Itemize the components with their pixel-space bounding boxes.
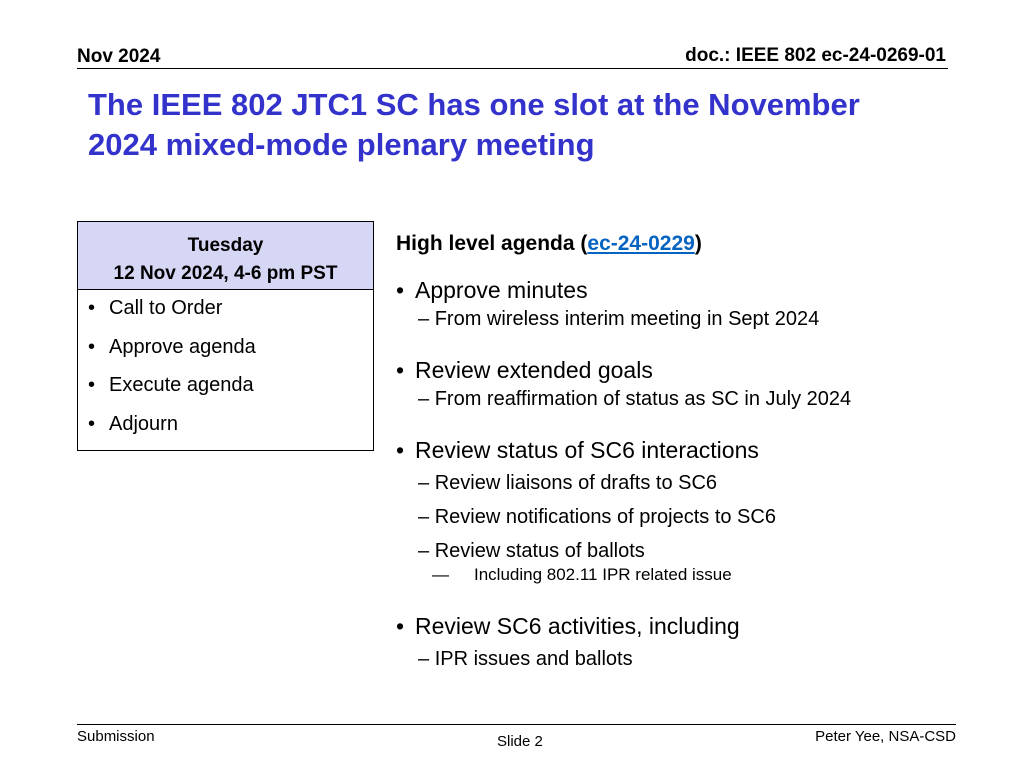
footer-author: Peter Yee, NSA-CSD bbox=[815, 728, 956, 745]
header-doc-id: doc.: IEEE 802 ec-24-0269-01 bbox=[685, 45, 946, 66]
agenda-heading: High level agenda (ec-24-0229) bbox=[396, 228, 996, 260]
footer-submission: Submission bbox=[77, 728, 155, 745]
agenda-item-sc6-interactions: • Review status of SC6 interactions bbox=[396, 434, 996, 466]
agenda-subitem: – From wireless interim meeting in Sept … bbox=[418, 308, 820, 330]
bullet-icon: • bbox=[88, 335, 96, 358]
session-datetime: 12 Nov 2024, 4-6 pm PST bbox=[113, 263, 338, 284]
slide-title-line-1: The IEEE 802 JTC1 SC has one slot at the… bbox=[88, 87, 860, 122]
session-item-label: Execute agenda bbox=[109, 374, 254, 396]
footer-divider bbox=[77, 724, 956, 725]
bullet-icon: • bbox=[396, 277, 405, 303]
bullet-icon: • bbox=[396, 613, 405, 639]
session-item: • Adjourn bbox=[88, 412, 373, 436]
agenda-subitem-label: From wireless interim meeting in Sept 20… bbox=[434, 308, 820, 330]
session-table-header: Tuesday 12 Nov 2024, 4-6 pm PST bbox=[78, 222, 373, 290]
bullet-icon: • bbox=[88, 297, 96, 319]
bullet-icon: • bbox=[396, 357, 405, 383]
agenda-item-approve-minutes: • Approve minutes bbox=[396, 274, 996, 306]
session-item-label: Approve agenda bbox=[109, 335, 256, 358]
session-table-body: • Call to Order • Approve agenda • Execute … bbox=[78, 290, 373, 436]
agenda-subitem-label: Review status of ballots bbox=[434, 540, 645, 562]
header-date: Nov 2024 bbox=[77, 46, 161, 67]
agenda-subitem: – IPR issues and ballots bbox=[418, 648, 633, 670]
agenda-subitem-label: Review notifications of projects to SC6 bbox=[434, 506, 776, 528]
session-item-label: Call to Order bbox=[109, 297, 223, 319]
agenda-heading-suffix: ) bbox=[694, 232, 702, 255]
agenda-subitem: – From reaffirmation of status as SC in … bbox=[418, 388, 852, 410]
agenda-subsubitem-label: Including 802.11 IPR related issue bbox=[474, 565, 732, 584]
agenda-item-label: Review status of SC6 interactions bbox=[415, 437, 759, 463]
agenda-heading-prefix: High level agenda ( bbox=[396, 232, 588, 255]
agenda-item-label: Approve minutes bbox=[415, 277, 588, 303]
session-item: • Call to Order bbox=[88, 296, 373, 320]
dash-icon: — bbox=[432, 565, 449, 584]
agenda-subitem: – Review status of ballots bbox=[418, 540, 645, 562]
agenda-item-review-goals: • Review extended goals bbox=[396, 354, 996, 386]
agenda-subitem: – Review liaisons of drafts to SC6 bbox=[418, 472, 718, 494]
slide-title-line-2: 2024 mixed-mode plenary meeting bbox=[88, 127, 595, 162]
agenda-item-label: Review SC6 activities, including bbox=[415, 613, 740, 639]
bullet-icon: • bbox=[88, 374, 96, 396]
bullet-icon: • bbox=[88, 412, 96, 435]
session-table: Tuesday 12 Nov 2024, 4-6 pm PST • Call to… bbox=[77, 221, 374, 451]
agenda-subsubitem: — Including 802.11 IPR related issue bbox=[396, 564, 996, 586]
session-day: Tuesday bbox=[187, 235, 264, 256]
slide-title: The IEEE 802 JTC1 SC has one slot at the… bbox=[88, 85, 968, 165]
session-item: • Execute agenda bbox=[88, 373, 373, 397]
footer-slide-number: Slide 2 bbox=[497, 733, 543, 750]
session-item-label: Adjourn bbox=[109, 412, 178, 435]
agenda-panel: High level agenda (ec-24-0229) • Approve … bbox=[396, 228, 996, 672]
session-item: • Approve agenda bbox=[88, 335, 373, 359]
agenda-item-label: Review extended goals bbox=[415, 357, 653, 383]
agenda-doc-link[interactable]: ec-24-0229 bbox=[587, 232, 695, 255]
bullet-icon: • bbox=[396, 437, 405, 463]
agenda-subitem-label: IPR issues and ballots bbox=[434, 648, 633, 670]
agenda-subitem-label: From reaffirmation of status as SC in Ju… bbox=[434, 388, 852, 410]
agenda-subitem: – Review notifications of projects to SC… bbox=[418, 506, 776, 528]
agenda-item-sc6-activities: • Review SC6 activities, including bbox=[396, 610, 996, 642]
agenda-subitem-label: Review liaisons of drafts to SC6 bbox=[434, 472, 718, 494]
header-divider bbox=[77, 68, 948, 69]
